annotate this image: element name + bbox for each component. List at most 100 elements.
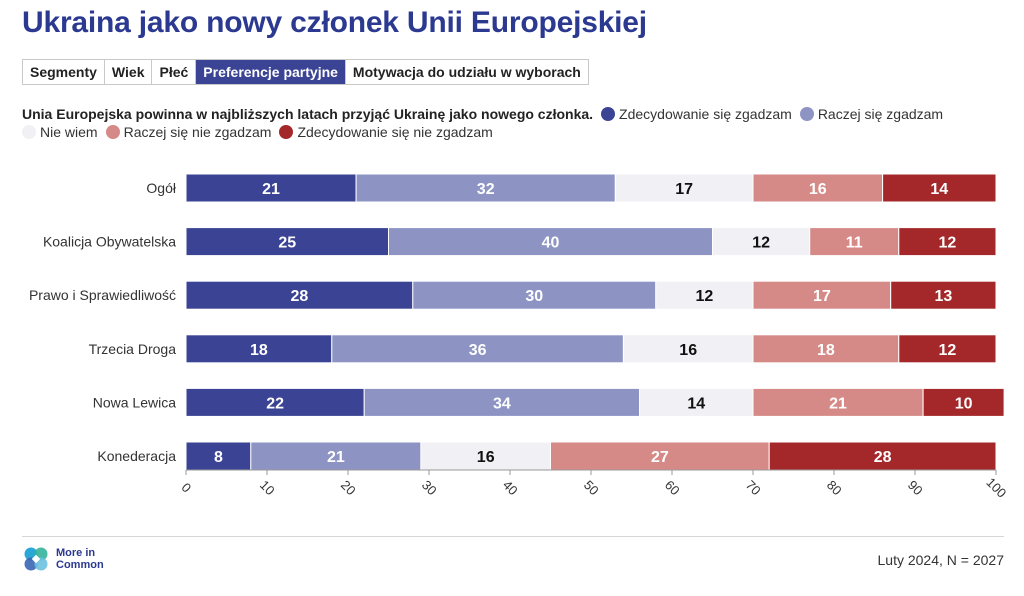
category-label: Prawo i Sprawiedliwość xyxy=(29,287,176,303)
data-label: 17 xyxy=(675,181,693,198)
category-label: Trzecia Droga xyxy=(89,341,177,357)
legend-swatch-icon xyxy=(279,125,294,139)
data-label: 25 xyxy=(278,235,296,252)
x-tick-label: 80 xyxy=(824,477,845,498)
data-label: 28 xyxy=(874,449,892,466)
bar-segment xyxy=(622,334,754,364)
bar-segment xyxy=(614,173,754,203)
bar-segment xyxy=(355,173,616,203)
data-label: 32 xyxy=(477,181,495,198)
x-tick-label: 10 xyxy=(257,477,278,498)
category-label: Ogół xyxy=(146,180,176,196)
logo-text-line2: Common xyxy=(56,559,104,571)
data-label: 12 xyxy=(939,342,957,359)
logo-text-line1: More in xyxy=(56,547,96,559)
legend-row-1: Unia Europejska powinna w najbliższych l… xyxy=(22,106,951,122)
footer-divider xyxy=(22,536,1004,537)
legend-item-agree[interactable]: Raczej się zgadzam xyxy=(799,106,944,122)
legend-swatch-icon xyxy=(601,107,616,121)
data-label: 12 xyxy=(939,235,957,252)
legend-item-dont-know[interactable]: Nie wiem xyxy=(22,124,98,140)
data-label: 16 xyxy=(809,181,827,198)
source-note: Luty 2024, N = 2027 xyxy=(877,552,1005,568)
data-label: 18 xyxy=(250,342,268,359)
x-tick-label: 100 xyxy=(983,475,1009,501)
data-label: 13 xyxy=(934,288,952,305)
bar-segment xyxy=(922,387,1005,417)
bar-segment xyxy=(768,441,997,471)
legend-label: Zdecydowanie się nie zgadzam xyxy=(297,124,493,140)
bar-segment xyxy=(331,334,624,364)
data-label: 27 xyxy=(651,449,669,466)
data-label: 8 xyxy=(214,449,223,466)
data-label: 12 xyxy=(752,235,770,252)
legend-label: Raczej się zgadzam xyxy=(817,106,944,122)
legend-swatch-icon xyxy=(22,125,36,139)
data-label: 14 xyxy=(687,395,705,412)
legend-item-strongly-disagree[interactable]: Zdecydowanie się nie zgadzam xyxy=(279,124,493,140)
bar-segment xyxy=(809,227,900,257)
x-tick-label: 60 xyxy=(662,477,683,498)
bar-segment xyxy=(898,227,997,257)
tab-segmenty[interactable]: Segmenty xyxy=(23,60,105,84)
x-tick-label: 70 xyxy=(743,477,764,498)
data-label: 34 xyxy=(493,395,511,412)
category-label: Konederacja xyxy=(97,448,176,464)
legend-row-2: Nie wiem Raczej się nie zgadzam Zdecydow… xyxy=(22,124,501,140)
bar-segment xyxy=(412,280,657,310)
legend-item-disagree[interactable]: Raczej się nie zgadzam xyxy=(105,124,272,140)
bar-segment xyxy=(550,441,770,471)
data-label: 17 xyxy=(813,288,831,305)
bar-segment xyxy=(752,334,900,364)
x-tick-label: 30 xyxy=(419,477,440,498)
legend-swatch-icon xyxy=(105,125,120,139)
bar-segment xyxy=(752,387,924,417)
data-label: 21 xyxy=(829,395,847,412)
data-label: 30 xyxy=(525,288,543,305)
legend-label: Raczej się nie zgadzam xyxy=(123,124,272,140)
bar-segment xyxy=(898,334,997,364)
data-label: 36 xyxy=(469,342,487,359)
bar-segment xyxy=(250,441,422,471)
data-label: 16 xyxy=(477,449,495,466)
tab-wiek[interactable]: Wiek xyxy=(104,60,153,84)
logo-icon xyxy=(24,547,48,571)
bar-segment xyxy=(752,173,884,203)
data-label: 18 xyxy=(817,342,835,359)
bar-segment xyxy=(363,387,641,417)
bar-segment xyxy=(185,280,414,310)
data-label: 12 xyxy=(696,288,714,305)
bar-segment xyxy=(185,173,357,203)
category-label: Koalicja Obywatelska xyxy=(43,234,176,250)
legend-label: Zdecydowanie się zgadzam xyxy=(619,106,792,122)
data-label: 14 xyxy=(930,181,948,198)
bar-segment xyxy=(752,280,892,310)
tab-bar: Segmenty Wiek Płeć Preferencje partyjne … xyxy=(22,59,589,85)
tab-plec[interactable]: Płeć xyxy=(152,60,197,84)
data-label: 11 xyxy=(846,235,863,252)
tab-motywacja[interactable]: Motywacja do udziału w wyborach xyxy=(345,60,588,84)
data-label: 40 xyxy=(542,235,560,252)
x-tick-label: 90 xyxy=(905,477,926,498)
data-label: 16 xyxy=(679,342,697,359)
more-in-common-logo: More in Common xyxy=(22,545,104,573)
legend-label: Nie wiem xyxy=(40,124,98,140)
legend-item-strongly-agree[interactable]: Zdecydowanie się zgadzam xyxy=(601,106,792,122)
bar-segment xyxy=(185,387,365,417)
data-label: 21 xyxy=(327,449,345,466)
chart-question: Unia Europejska powinna w najbliższych l… xyxy=(22,106,594,122)
bar-segment xyxy=(185,334,333,364)
data-label: 21 xyxy=(262,181,280,198)
bar-segment xyxy=(712,227,811,257)
legend-swatch-icon xyxy=(799,107,814,121)
x-tick-label: 0 xyxy=(178,480,194,496)
bar-segment xyxy=(882,173,997,203)
bar-segment xyxy=(890,280,997,310)
page-title: Ukraina jako nowy członek Unii Europejsk… xyxy=(22,6,647,39)
tab-preferencje-partyjne[interactable]: Preferencje partyjne xyxy=(196,60,346,84)
x-tick-label: 50 xyxy=(581,477,602,498)
category-label: Nowa Lewica xyxy=(93,394,176,410)
x-tick-label: 20 xyxy=(338,477,359,498)
data-label: 10 xyxy=(955,395,973,412)
